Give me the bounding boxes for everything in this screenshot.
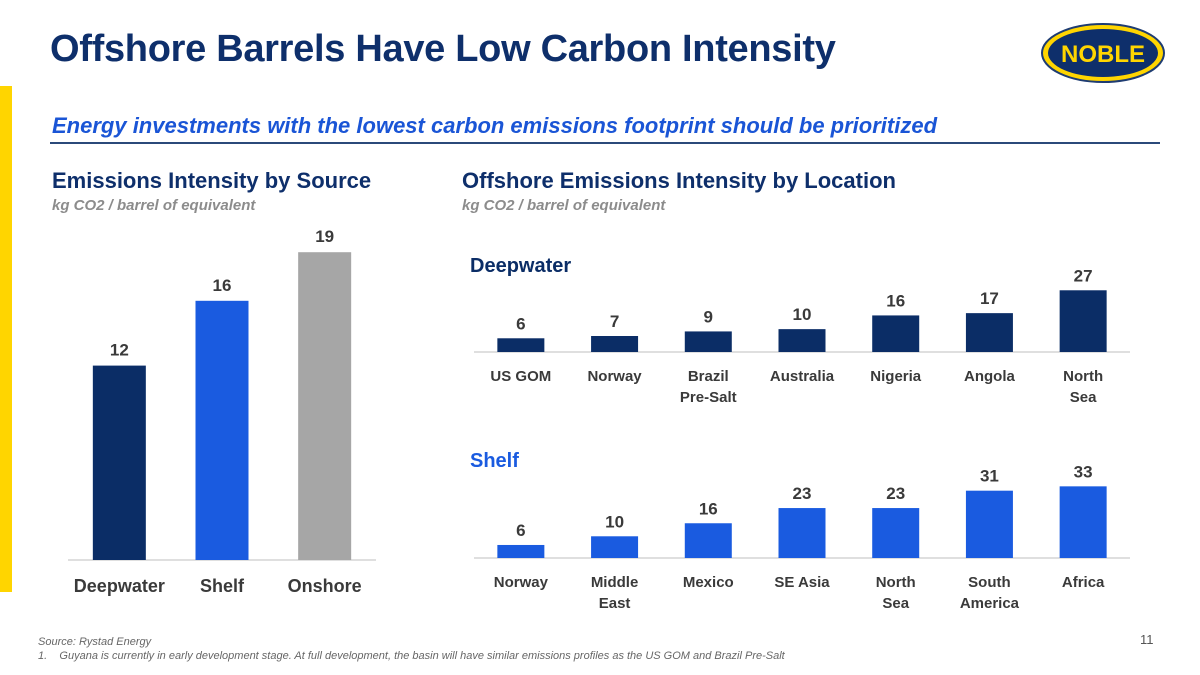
source-chart-unit: kg CO2 / barrel of equivalent bbox=[52, 197, 256, 214]
category-label-line: America bbox=[960, 595, 1020, 612]
bar-onshore bbox=[298, 252, 352, 560]
location-chart-title: Offshore Emissions Intensity by Location bbox=[462, 168, 896, 193]
category-label-shelf-middle-east: Middle East bbox=[591, 574, 639, 612]
bar-shelf-south-america bbox=[965, 490, 1013, 558]
category-label-line: North bbox=[876, 574, 916, 591]
data-label-deepwater: 12 bbox=[110, 341, 129, 360]
category-label-shelf-norway: Norway bbox=[494, 574, 549, 591]
bar-deepwater-nigeria bbox=[872, 315, 920, 352]
category-label-line: SE Asia bbox=[774, 574, 830, 591]
category-label-deepwater-australia: Australia bbox=[770, 368, 835, 385]
data-label-deepwater-angola: 17 bbox=[980, 289, 999, 308]
category-label-line: Angola bbox=[964, 368, 1015, 385]
data-label-shelf-north-sea: 23 bbox=[886, 484, 905, 503]
category-label-line: Brazil bbox=[688, 368, 729, 385]
category-label-line: Norway bbox=[587, 368, 642, 385]
page-title: Offshore Barrels Have Low Carbon Intensi… bbox=[50, 28, 836, 70]
category-label-deepwater-brazil-pre-salt: Brazil Pre-Salt bbox=[680, 368, 737, 406]
bar-deepwater bbox=[92, 365, 146, 560]
bar-deepwater-norway bbox=[591, 336, 639, 352]
bar-deepwater-australia bbox=[778, 329, 826, 352]
panel-label-shelf: Shelf bbox=[470, 450, 519, 472]
page-subtitle: Energy investments with the lowest carbo… bbox=[52, 113, 938, 138]
footnote-text: Guyana is currently in early development… bbox=[59, 650, 785, 662]
category-label-line: North bbox=[1063, 368, 1103, 385]
category-label-line: Middle bbox=[591, 574, 639, 591]
logo-text: NOBLE bbox=[1061, 41, 1145, 68]
category-label-deepwater-north-sea: North Sea bbox=[1063, 368, 1103, 406]
data-label-shelf-africa: 33 bbox=[1074, 462, 1093, 481]
category-label-line: Mexico bbox=[683, 574, 734, 591]
category-label-shelf-africa: Africa bbox=[1062, 574, 1105, 591]
source-note: Source: Rystad Energy bbox=[38, 636, 152, 648]
bar-shelf-north-sea bbox=[872, 508, 920, 558]
bar-shelf-africa bbox=[1059, 486, 1107, 558]
category-label-onshore: Onshore bbox=[288, 576, 362, 596]
category-label-line: Sea bbox=[882, 595, 909, 612]
category-label-line: US GOM bbox=[490, 368, 551, 385]
category-label-line: Australia bbox=[770, 368, 835, 385]
category-label-line: Sea bbox=[1070, 389, 1097, 406]
bar-shelf bbox=[195, 300, 249, 560]
data-label-deepwater-norway: 7 bbox=[610, 312, 619, 331]
category-label-shelf-se-asia: SE Asia bbox=[774, 574, 830, 591]
logo-inner-ellipse bbox=[1048, 29, 1158, 77]
bar-deepwater-north-sea bbox=[1059, 290, 1107, 352]
bar-shelf-mexico bbox=[684, 523, 732, 558]
location-chart-unit: kg CO2 / barrel of equivalent bbox=[462, 197, 666, 214]
category-label-line: Africa bbox=[1062, 574, 1105, 591]
data-label-deepwater-north-sea: 27 bbox=[1074, 266, 1093, 285]
bar-deepwater-us-gom bbox=[497, 338, 545, 352]
accent-bar bbox=[0, 86, 12, 592]
category-label-shelf-north-sea: North Sea bbox=[876, 574, 916, 612]
footnote: 1. Guyana is currently in early developm… bbox=[38, 650, 785, 662]
bar-deepwater-angola bbox=[965, 313, 1013, 352]
category-label-shelf-mexico: Mexico bbox=[683, 574, 734, 591]
data-label-deepwater-australia: 10 bbox=[793, 305, 812, 324]
data-label-shelf-se-asia: 23 bbox=[793, 484, 812, 503]
page-number: 11 bbox=[1140, 632, 1154, 647]
company-logo: NOBLE bbox=[1041, 23, 1165, 83]
category-label-line: South bbox=[968, 574, 1011, 591]
data-label-shelf-south-america: 31 bbox=[980, 467, 999, 486]
category-label-line: Nigeria bbox=[870, 368, 922, 385]
data-label-shelf: 16 bbox=[213, 276, 232, 295]
category-label-shelf: Shelf bbox=[200, 576, 245, 596]
category-label-deepwater-us-gom: US GOM bbox=[490, 368, 551, 385]
data-label-deepwater-us-gom: 6 bbox=[516, 314, 525, 333]
category-label-deepwater: Deepwater bbox=[74, 576, 165, 596]
bar-shelf-norway bbox=[497, 544, 545, 558]
footnote-marker: 1. bbox=[38, 650, 48, 662]
data-label-deepwater-nigeria: 16 bbox=[886, 291, 905, 310]
divider-rule bbox=[50, 142, 1160, 144]
category-label-line: Norway bbox=[494, 574, 549, 591]
data-label-shelf-mexico: 16 bbox=[699, 499, 718, 518]
panel-label-deepwater: Deepwater bbox=[470, 255, 571, 277]
category-label-line: Pre-Salt bbox=[680, 389, 737, 406]
data-label-shelf-middle-east: 10 bbox=[605, 512, 624, 531]
source-chart-title: Emissions Intensity by Source bbox=[52, 168, 372, 193]
bar-deepwater-brazil-pre-salt bbox=[684, 331, 732, 352]
bar-shelf-se-asia bbox=[778, 508, 826, 558]
bar-shelf-middle-east bbox=[591, 536, 639, 558]
category-label-deepwater-nigeria: Nigeria bbox=[870, 368, 922, 385]
category-label-shelf-south-america: South America bbox=[960, 574, 1020, 612]
category-label-line: East bbox=[599, 595, 631, 612]
category-label-deepwater-norway: Norway bbox=[587, 368, 642, 385]
category-label-deepwater-angola: Angola bbox=[964, 368, 1015, 385]
data-label-deepwater-brazil-pre-salt: 9 bbox=[704, 307, 713, 326]
data-label-onshore: 19 bbox=[315, 227, 334, 246]
data-label-shelf-norway: 6 bbox=[516, 521, 525, 540]
